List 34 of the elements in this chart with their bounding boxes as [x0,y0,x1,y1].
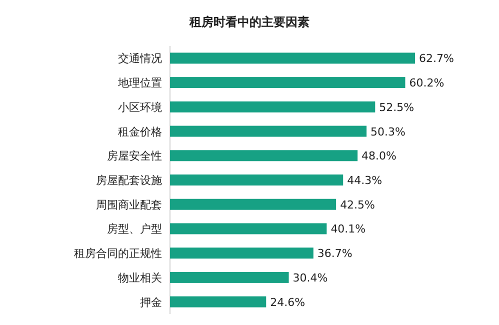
data-label: 30.4% [292,271,328,284]
data-label: 52.5% [379,100,414,114]
y-tick-label: 房型、户型 [107,222,162,236]
data-label: 24.6% [270,296,306,309]
y-tick-label: 周围商业配套 [96,198,162,212]
y-tick-label: 房屋配套设施 [96,174,162,187]
bar [170,174,344,186]
chart-title: 租房时看中的主要因素 [188,15,310,29]
data-label: 50.3% [370,125,406,138]
data-label: 36.7% [317,247,352,260]
data-label: 48.0% [362,150,397,163]
data-label: 42.5% [340,198,376,212]
data-label: 60.2% [409,76,444,90]
bar [170,272,289,283]
bar [170,296,266,308]
bar [170,52,415,64]
y-tick-label: 押金 [140,296,162,309]
bar [170,77,406,88]
data-label: 62.7% [419,52,454,66]
bar [170,150,358,162]
y-tick-label: 交通情况 [118,52,162,66]
y-tick-label: 房屋安全性 [107,150,162,163]
data-label: 40.1% [330,222,366,236]
y-tick-label: 小区环境 [118,100,162,114]
bar [170,223,327,234]
bar [170,126,367,137]
bar [170,101,376,112]
y-tick-label: 物业相关 [118,271,162,284]
bar [170,248,314,259]
y-tick-label: 地理位置 [117,76,162,90]
data-label: 44.3% [347,174,382,187]
y-tick-label: 租房合同的正规性 [74,247,162,260]
bar [170,198,336,210]
y-tick-label: 租金价格 [118,125,162,138]
